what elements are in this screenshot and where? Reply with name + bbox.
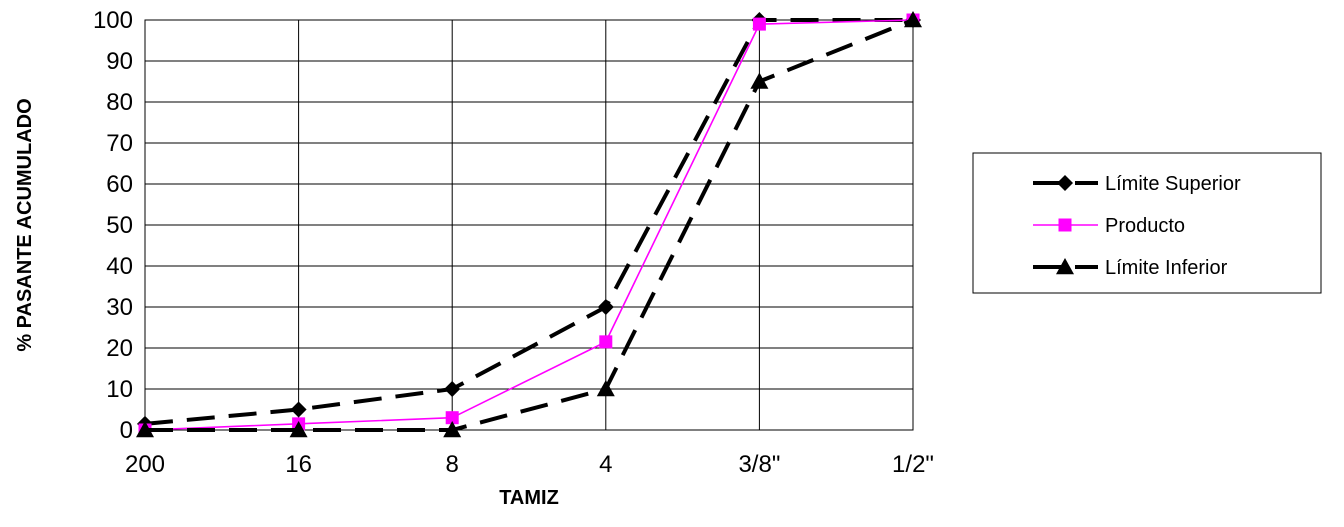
x-axis-title: TAMIZ bbox=[499, 487, 559, 509]
series-line bbox=[144, 19, 914, 431]
y-tick-label: 40 bbox=[106, 253, 133, 280]
legend-label: Límite Superior bbox=[1105, 173, 1241, 195]
legend-box bbox=[972, 152, 1322, 294]
legend-item: Límite Superior bbox=[1033, 173, 1241, 195]
y-tick-label: 10 bbox=[106, 376, 133, 403]
x-tick-label: 3/8" bbox=[738, 451, 780, 478]
legend-label: Producto bbox=[1105, 215, 1185, 237]
y-tick-label: 30 bbox=[106, 294, 133, 321]
legend-label: Límite Inferior bbox=[1105, 257, 1228, 279]
legend-marker bbox=[1056, 258, 1074, 275]
data-point bbox=[289, 421, 308, 438]
data-point bbox=[443, 421, 462, 438]
x-tick-label: 200 bbox=[125, 451, 165, 478]
grid bbox=[144, 19, 914, 431]
y-tick-label: 20 bbox=[106, 335, 133, 362]
data-point bbox=[750, 72, 769, 89]
y-tick-label: 80 bbox=[106, 89, 133, 116]
y-tick-label: 50 bbox=[106, 212, 133, 239]
series-line bbox=[144, 18, 913, 426]
legend-item: Producto bbox=[1033, 215, 1185, 237]
legend-item: Límite Inferior bbox=[1033, 257, 1228, 279]
data-point bbox=[752, 17, 766, 31]
series-0 bbox=[137, 12, 921, 432]
y-tick-label: 0 bbox=[120, 417, 133, 444]
data-point bbox=[290, 401, 307, 418]
y-axis-title: % PASANTE ACUMULADO bbox=[14, 98, 36, 351]
y-tick-label: 90 bbox=[106, 48, 133, 75]
data-point bbox=[904, 11, 922, 28]
x-tick-label: 8 bbox=[446, 451, 459, 478]
series-line bbox=[145, 18, 914, 432]
y-tick-label: 70 bbox=[106, 130, 133, 157]
legend-marker bbox=[1057, 175, 1073, 191]
data-point bbox=[597, 299, 614, 315]
series-2 bbox=[136, 11, 922, 438]
y-tick-label: 100 bbox=[93, 7, 133, 34]
series-group bbox=[136, 11, 922, 438]
legend-marker bbox=[1058, 218, 1072, 232]
data-point bbox=[596, 380, 615, 397]
data-point bbox=[444, 381, 461, 397]
data-point bbox=[599, 335, 613, 349]
x-tick-label: 1/2" bbox=[892, 451, 934, 478]
plot-area bbox=[144, 19, 914, 431]
y-tick-label: 60 bbox=[106, 171, 133, 198]
x-tick-label: 16 bbox=[285, 451, 312, 478]
data-point bbox=[136, 421, 154, 438]
legend: Límite Superior Producto Límite Inferior bbox=[972, 152, 1322, 294]
data-point bbox=[445, 411, 459, 425]
x-tick-label: 4 bbox=[599, 451, 612, 478]
axis-ticks: 0 10 20 30 40 50 60 70 80 90 100 200 16 8 4 3/8" 1/2" bbox=[93, 7, 934, 478]
